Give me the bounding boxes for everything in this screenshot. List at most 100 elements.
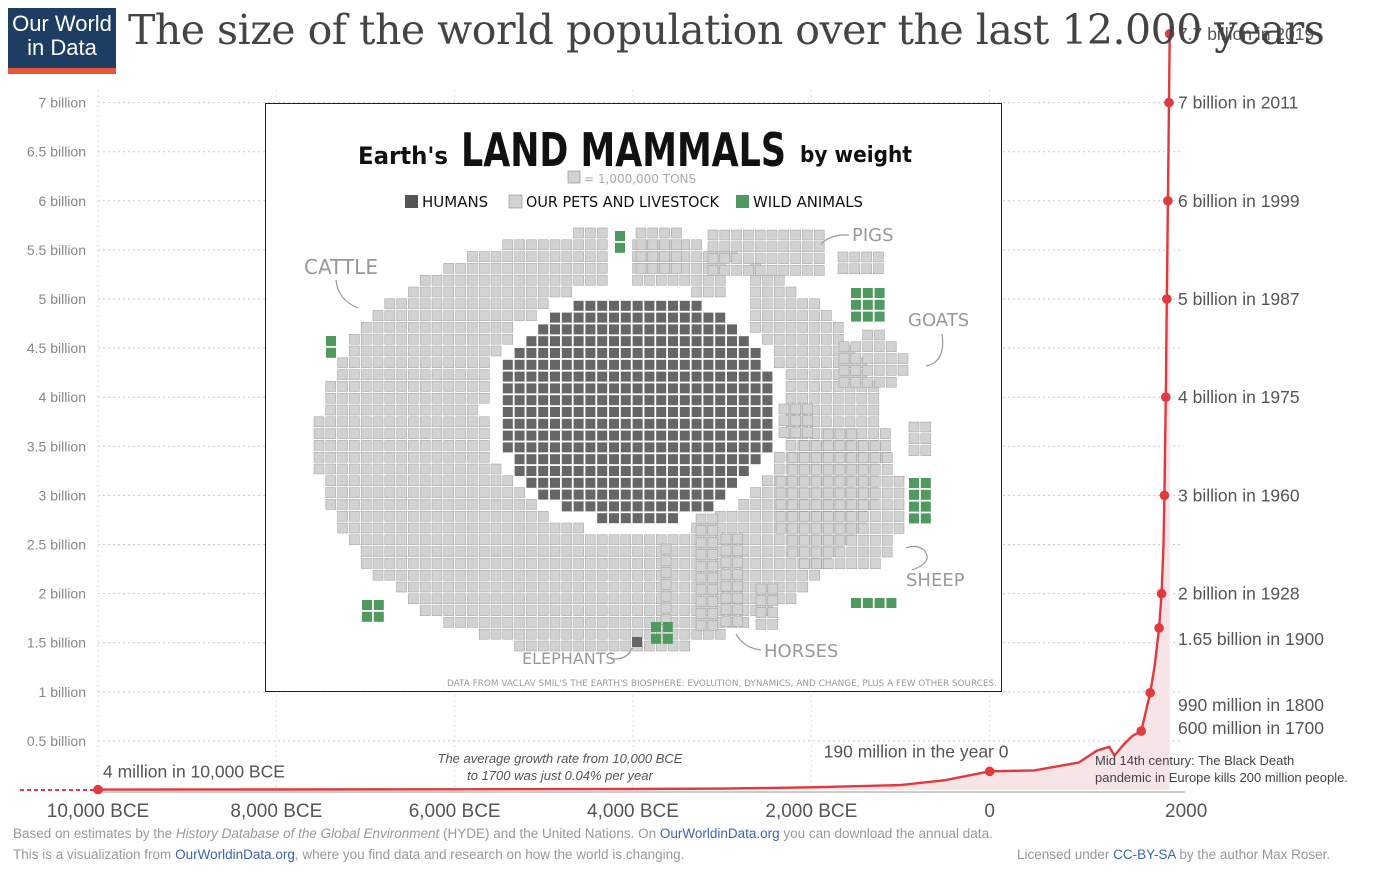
livestock-square [785, 593, 797, 605]
humans-square [679, 477, 690, 488]
livestock-square [478, 617, 490, 628]
humans-square [620, 501, 631, 512]
footer-owid-link-2[interactable]: OurWorldinData.org [175, 847, 295, 862]
livestock-square [707, 549, 719, 560]
legend-wild-swatch [736, 195, 749, 208]
livestock-square [732, 592, 744, 604]
livestock-square [790, 229, 801, 241]
humans-square [620, 359, 631, 370]
livestock-square [396, 416, 407, 428]
humans-square [538, 336, 549, 347]
humans-square [750, 430, 761, 441]
footer-hyde-title: History Database of the Global Environme… [175, 826, 440, 841]
livestock-square [750, 558, 761, 569]
livestock-square [750, 499, 761, 510]
wild-square [874, 299, 885, 310]
humans-square [502, 418, 513, 429]
humans-square [573, 430, 584, 441]
livestock-square [596, 640, 608, 652]
livestock-square [813, 229, 825, 241]
humans-square [609, 407, 619, 417]
livestock-square [313, 440, 325, 451]
livestock-square [408, 392, 419, 404]
livestock-square [478, 274, 490, 286]
livestock-square [881, 511, 893, 522]
y-tick-label: 1 billion [39, 684, 86, 700]
livestock-square [822, 428, 834, 440]
livestock-square [408, 345, 419, 357]
livestock-square [620, 558, 632, 569]
livestock-square [419, 286, 431, 298]
livestock-square [620, 569, 632, 581]
livestock-square [785, 345, 797, 357]
livestock-square [360, 381, 372, 392]
humans-square [715, 359, 726, 370]
livestock-square [349, 369, 360, 380]
livestock-square [832, 333, 844, 345]
livestock-square [838, 376, 850, 388]
livestock-square [349, 463, 360, 475]
humans-square [668, 430, 678, 441]
wild-square [662, 622, 673, 632]
humans-square [561, 407, 572, 417]
livestock-square [862, 353, 873, 364]
livestock-square [811, 475, 822, 487]
livestock-square [773, 534, 785, 546]
livestock-square [679, 617, 691, 628]
humans-square [550, 348, 560, 358]
livestock-square [585, 640, 596, 652]
livestock-square [813, 253, 825, 264]
humans-square [644, 348, 655, 358]
livestock-square [802, 427, 813, 438]
footer-owid-link[interactable]: OurWorldinData.org [659, 826, 780, 841]
livestock-square [762, 274, 773, 286]
livestock-square [797, 581, 809, 593]
humans-square [632, 300, 643, 311]
label-horses: HORSES [764, 641, 838, 662]
livestock-square [478, 310, 490, 321]
humans-square [573, 466, 584, 476]
livestock-square [561, 605, 573, 616]
livestock-square [502, 263, 514, 274]
humans-square [656, 359, 667, 370]
livestock-square [490, 463, 502, 475]
livestock-square [384, 475, 396, 487]
livestock-square [844, 404, 856, 416]
humans-square [597, 336, 608, 347]
footer-text: (HYDE) and the United Nations. On [439, 826, 660, 841]
livestock-square [337, 357, 348, 369]
livestock-square [325, 451, 337, 463]
livestock-square [408, 475, 419, 487]
livestock-square [337, 475, 348, 487]
livestock-square [490, 310, 502, 321]
livestock-square [719, 265, 731, 276]
humans-square [668, 513, 678, 524]
livestock-square [720, 580, 732, 592]
livestock-square [707, 537, 719, 548]
livestock-square [490, 475, 502, 487]
livestock-square [537, 593, 549, 605]
livestock-square [490, 569, 502, 581]
livestock-square [811, 440, 822, 452]
livestock-square [838, 353, 850, 364]
livestock-square [691, 239, 702, 251]
livestock-square [573, 628, 584, 640]
humans-square [632, 513, 643, 524]
humans-square [585, 383, 596, 394]
livestock-square [360, 558, 372, 569]
livestock-square [596, 558, 608, 569]
livestock-square [325, 487, 337, 498]
livestock-square [396, 581, 407, 593]
livestock-square [834, 452, 846, 463]
humans-square [620, 489, 631, 500]
humans-square [668, 489, 678, 500]
livestock-square [526, 298, 537, 310]
humans-square [668, 300, 678, 311]
livestock-square [732, 616, 744, 627]
wild-square [874, 311, 885, 322]
livestock-square [431, 593, 443, 605]
humans-square [738, 348, 749, 358]
license-link[interactable]: CC-BY-SA [1113, 847, 1176, 862]
livestock-square [809, 392, 820, 404]
livestock-square [467, 357, 478, 369]
